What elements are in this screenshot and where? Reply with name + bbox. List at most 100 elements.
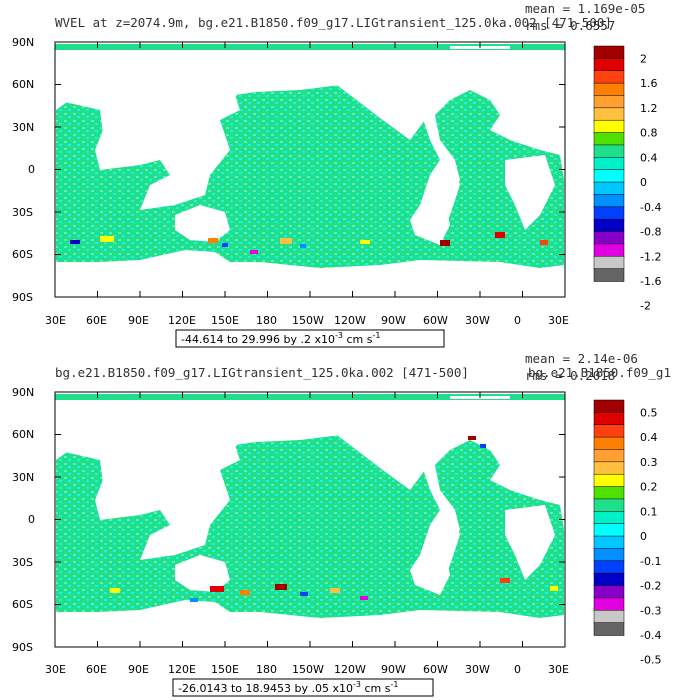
- lon-labels: 30E 60E 90E 120E 150E 180 150W 120W 90W …: [45, 663, 569, 676]
- lat-label: 30S: [12, 556, 33, 569]
- lon-label: 60E: [86, 663, 107, 676]
- lon-label: 150W: [292, 663, 324, 676]
- lat-label: 0: [28, 163, 35, 176]
- colorbar-label: -0.8: [640, 226, 661, 239]
- southern-ocean-speckle: [110, 436, 558, 602]
- lon-label: 120E: [168, 314, 196, 327]
- colorbar-swatch: [593, 144, 625, 159]
- lat-label: 90N: [12, 36, 34, 49]
- lat-label: 90N: [12, 386, 34, 399]
- colorbar-swatch: [593, 473, 625, 488]
- land-australia: [175, 555, 230, 592]
- panel-title-overflow: bg.e21.B1850.f09_g1: [528, 365, 671, 380]
- colorbar-swatch: [593, 256, 625, 270]
- colorbar-swatch: [593, 399, 625, 414]
- lon-label: 30E: [45, 663, 66, 676]
- land-asia: [56, 402, 245, 500]
- colorbar-label: 0.4: [640, 431, 658, 444]
- colorbar-swatch: [593, 181, 625, 196]
- lat-label: 90S: [12, 291, 33, 304]
- lat-label: 30S: [12, 206, 33, 219]
- land-africa: [505, 155, 555, 230]
- land-north-america: [315, 52, 470, 140]
- colorbar-label: -1.2: [640, 250, 661, 263]
- land-antarctica: [56, 268, 564, 297]
- axis-ticks: [54, 41, 566, 298]
- colorbar-swatch: [593, 412, 625, 426]
- lon-label: 120E: [168, 663, 196, 676]
- lon-label: 30E: [45, 314, 66, 327]
- colorbar-swatch: [593, 585, 625, 599]
- colorbar-swatch: [593, 523, 625, 537]
- lon-label: 30E: [548, 663, 569, 676]
- lon-label: 150W: [292, 314, 324, 327]
- lon-label: 120W: [334, 314, 366, 327]
- range-unit: cm s: [361, 682, 391, 695]
- range-text: -26.0143 to 18.9453 by .05 x10: [178, 682, 353, 695]
- lon-label: 60W: [423, 314, 448, 327]
- lon-label: 150E: [211, 663, 239, 676]
- colorbar-label: 0.3: [640, 456, 658, 469]
- lat-label: 60N: [12, 428, 34, 441]
- panel-title: bg.e21.B1850.f09_g17.LIGtransient_125.0k…: [55, 365, 469, 380]
- colorbar-label: 1.2: [640, 102, 658, 115]
- colorbar-label: -0.3: [640, 604, 661, 617]
- lat-label: 90S: [12, 641, 33, 654]
- colorbar-swatch: [593, 511, 625, 525]
- panel-bottom: bg.e21.B1850.f09_g17.LIGtransient_125.0k…: [12, 351, 671, 697]
- land-australia: [175, 205, 230, 242]
- lon-label: 60E: [86, 314, 107, 327]
- axis-ticks: [54, 391, 566, 648]
- colorbar: 2 1.6 1.2 0.8 0.4 0 -0.4 -0.8 -1.2 -1.6 -2: [593, 45, 661, 313]
- colorbar-label: -0.4: [640, 201, 661, 214]
- colorbar-swatch: [593, 424, 625, 438]
- colorbar-swatch: [593, 169, 625, 183]
- lon-label: 30E: [548, 314, 569, 327]
- lon-label: 60W: [423, 663, 448, 676]
- colorbar-label: 0.8: [640, 127, 658, 140]
- lon-label: 90W: [381, 663, 406, 676]
- mean-label: mean = 2.14e-06: [525, 351, 638, 366]
- colorbar-swatch: [593, 231, 625, 245]
- rms-label: rms = 0.2018: [525, 368, 615, 383]
- colorbar-label: 1.6: [640, 77, 658, 90]
- colorbar-swatch: [593, 268, 625, 282]
- land-south-america: [428, 165, 460, 240]
- land-antarctica: [56, 618, 564, 647]
- colorbar-label: -1.6: [640, 275, 661, 288]
- ocean-map: [54, 41, 566, 298]
- lon-label: 180: [256, 314, 277, 327]
- colorbar-swatch: [593, 622, 625, 636]
- colorbar-swatch: [593, 498, 625, 513]
- range-box: -26.0143 to 18.9453 by .05 x10-3 cm s-1: [172, 678, 434, 697]
- colorbar-swatch: [593, 132, 625, 146]
- lat-labels: 90N 60N 30N 0 30S 60S 90S: [12, 36, 35, 304]
- range-box: -44.614 to 29.996 by .2 x10-3 cm s-1: [175, 329, 445, 348]
- lat-label: 30N: [12, 471, 34, 484]
- colorbar-swatch: [593, 107, 625, 121]
- range-exponent: -3: [335, 331, 343, 340]
- lon-labels: 30E 60E 90E 120E 150E 180 150W 120W 90W …: [45, 314, 569, 327]
- colorbar-label: -0.4: [640, 629, 661, 642]
- range-unit: cm s: [343, 333, 373, 346]
- mean-label: mean = 1.169e-05: [525, 1, 645, 16]
- colorbar-swatch: [593, 461, 625, 475]
- colorbar-swatch: [593, 243, 625, 258]
- lon-label: 90E: [128, 314, 149, 327]
- colorbar-label: 0: [640, 530, 647, 543]
- colorbar-swatch: [593, 119, 625, 134]
- lon-label: 0: [514, 663, 521, 676]
- colorbar-label: 0.2: [640, 481, 658, 494]
- colorbar-swatch: [593, 572, 625, 587]
- lon-label: 180: [256, 663, 277, 676]
- range-unit-exponent: -1: [390, 680, 398, 689]
- range-exponent: -3: [353, 680, 361, 689]
- colorbar-swatch: [593, 610, 625, 624]
- lat-label: 60S: [12, 248, 33, 261]
- lon-label: 90E: [128, 663, 149, 676]
- colorbar: 0.5 0.4 0.3 0.2 0.1 0 -0.1 -0.2 -0.3 -0.4 -0.5: [593, 399, 661, 667]
- colorbar-swatch: [593, 82, 625, 97]
- colorbar-swatch: [593, 157, 625, 171]
- colorbar-swatch: [593, 194, 625, 208]
